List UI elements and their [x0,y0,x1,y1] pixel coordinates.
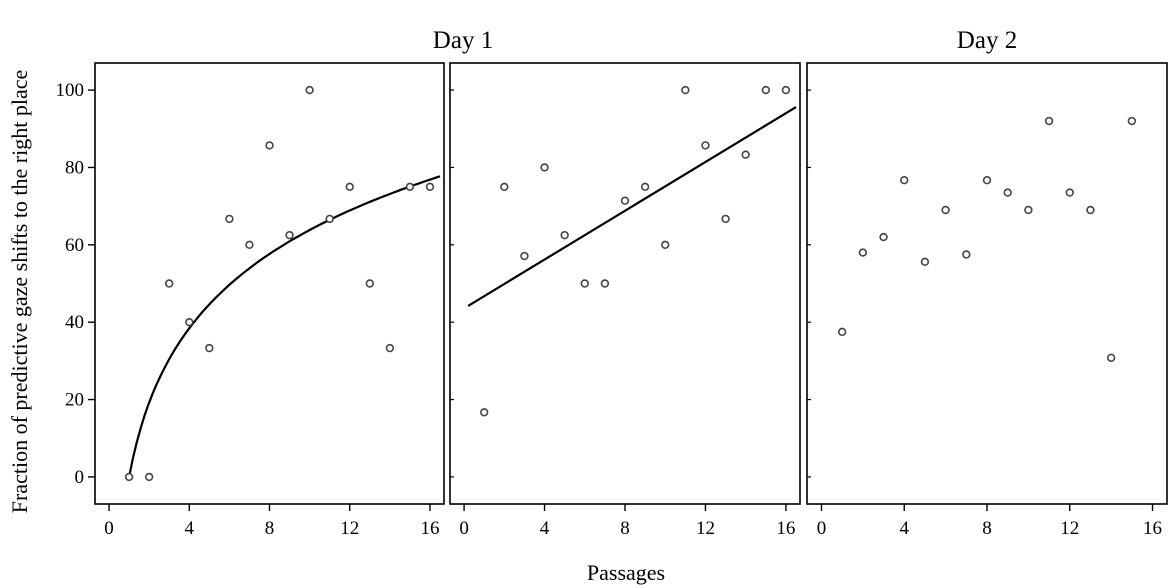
x-tick-label: 4 [185,518,195,539]
fit-line [128,175,441,478]
panel-1: Day 1 0 4 8 12 16 0 20 40 60 80 100 [56,27,494,539]
data-point [781,85,791,95]
panel-frame [806,62,1168,505]
data-point [425,182,435,191]
x-tick-label: 0 [104,518,114,539]
y-tick-label: 80 [65,157,84,178]
data-point [1065,188,1074,197]
data-point [165,279,174,288]
data-point [345,182,354,191]
x-axis-label: Passages [587,560,665,585]
data-point [305,85,314,95]
data-point [245,240,254,250]
data-point [982,176,992,185]
panel-title: Day 1 [433,27,493,54]
data-point [520,251,529,261]
data-point [560,230,569,240]
data-point [741,150,750,159]
data-point [205,343,214,353]
data-point [1003,188,1012,197]
x-tick-label: 12 [1060,518,1079,539]
panel-frame [94,62,445,505]
x-tick-label: 16 [776,518,795,539]
data-point [1127,116,1137,126]
data-point [265,141,274,150]
data-point [879,232,888,242]
data-point [1106,353,1116,362]
x-tick-label: 0 [459,518,469,539]
x-tick-label: 8 [620,518,630,539]
data-point [640,182,650,191]
panel-2: 0 4 8 12 16 [449,62,801,539]
data-point [479,408,489,417]
data-point [620,196,630,205]
y-tick-label: 0 [75,467,85,488]
data-point [325,214,334,224]
panel-title: Day 2 [957,27,1017,54]
x-tick-label: 8 [265,518,275,539]
data-point [941,205,950,215]
y-tick-label: 20 [65,390,84,411]
y-tick-label: 60 [65,235,84,256]
data-point [858,248,868,257]
data-point [405,182,415,191]
x-tick-label: 12 [696,518,715,539]
data-point [1024,205,1033,215]
panels: Day 1 0 4 8 12 16 0 20 40 60 80 100 0 4 8 12 16 Day 2 0 4 8 1… [56,27,1168,539]
data-point [681,85,690,95]
y-tick-label: 100 [56,80,85,101]
data-point [962,250,971,259]
panel-frame [449,62,801,505]
x-tick-label: 16 [420,518,439,539]
data-point [837,327,847,337]
fit-line [467,106,797,307]
data-point [580,279,589,288]
x-tick-label: 4 [899,518,909,539]
data-point [1044,116,1054,126]
x-tick-label: 16 [1143,518,1162,539]
data-point [365,279,374,288]
data-point [124,472,134,482]
data-point [761,85,771,95]
data-point [920,257,930,267]
x-tick-label: 12 [340,518,359,539]
data-point [701,141,710,150]
x-tick-label: 4 [540,518,550,539]
data-point [185,317,194,327]
data-point [721,214,730,224]
data-point [1086,205,1095,215]
x-tick-label: 8 [982,518,992,539]
data-point [600,279,610,288]
data-point [225,214,234,224]
data-point [285,230,294,240]
y-tick-label: 40 [65,312,84,333]
data-point [900,176,909,185]
y-axis-label: Fraction of predictive gaze shifts to th… [7,70,32,514]
data-point [385,343,395,353]
data-point [144,472,154,482]
data-point [661,240,670,250]
panel-3: Day 2 0 4 8 12 16 [806,27,1168,539]
data-point [540,163,549,172]
data-point [500,182,509,191]
x-tick-label: 0 [817,518,827,539]
